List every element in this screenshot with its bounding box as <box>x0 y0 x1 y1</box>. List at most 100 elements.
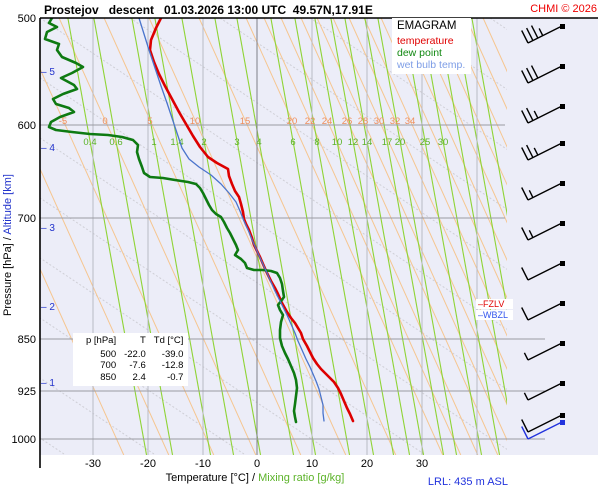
wind-barb-full-tick <box>521 426 529 440</box>
wind-barb-half-tick <box>523 352 529 361</box>
wind-barb-dot <box>560 301 565 306</box>
wind-barb-dot <box>560 104 565 109</box>
mixing-ratio-label: 12 <box>348 137 359 148</box>
wind-barb-staff <box>527 105 563 124</box>
dry-adiabat-label: 30 <box>374 116 385 127</box>
wind-barb <box>521 64 565 84</box>
table-row: 700 -7.6 -12.8 <box>78 360 183 372</box>
wind-barb-full-tick <box>525 107 534 121</box>
mixing-ratio-label: 25 <box>420 137 431 148</box>
dry-adiabat-line <box>58 18 257 455</box>
altitude-tick-label: – 3 <box>41 223 55 234</box>
mixing-ratio-line <box>364 18 445 455</box>
wind-barb-dot <box>560 64 565 69</box>
mixing-ratio-label: 20 <box>395 137 406 148</box>
x-tick-label: 10 <box>306 458 318 470</box>
dry-adiabat-label: 34 <box>405 116 416 127</box>
x-tick-label: -10 <box>195 458 211 470</box>
mixing-ratio-line <box>236 18 317 455</box>
wind-barb-dot <box>560 413 565 418</box>
mixing-ratio-line <box>454 18 507 311</box>
wind-barb-full-tick <box>521 147 529 161</box>
wind-barbs <box>521 24 565 440</box>
wind-barb-dot <box>560 221 565 226</box>
mixing-ratio-line <box>344 18 425 455</box>
wind-barb-full-tick <box>525 67 534 81</box>
dry-adiabat-line <box>263 18 462 455</box>
curve-wet-bulb-temperature <box>138 18 325 422</box>
page-title: Prostejov descent 01.03.2026 13:00 UTC 4… <box>44 3 373 17</box>
pressure-tick-label: 1000 <box>12 434 36 446</box>
wind-barb-staff <box>527 65 563 84</box>
wind-barb-staff <box>527 222 563 241</box>
wind-barb <box>521 104 565 124</box>
pressure-tick-label: 925 <box>18 386 36 398</box>
wind-barb <box>521 420 565 440</box>
mixing-ratio-label: 17 <box>382 137 393 148</box>
dry-adiabat-line <box>348 18 507 371</box>
table-cell: -22.0 <box>124 348 146 360</box>
wind-barb <box>521 301 565 321</box>
wind-barb-staff <box>527 182 563 201</box>
x-tick-label: -30 <box>85 458 101 470</box>
table-cell: 850 <box>100 371 117 383</box>
mixing-ratio-label: 4 <box>256 137 261 148</box>
legend-item-dewpoint: dew point <box>397 47 442 59</box>
legend-title: EMAGRAM <box>397 20 457 32</box>
wind-barb-dot <box>560 141 565 146</box>
mixing-ratio-line <box>270 18 351 455</box>
level-marker-label: –FZLV <box>478 299 504 309</box>
dry-adiabat-line <box>198 18 397 455</box>
wind-barb-half-tick <box>528 190 534 198</box>
wind-barb-full-tick <box>521 307 529 321</box>
dry-adiabat-label: 28 <box>358 116 369 127</box>
dry-adiabat-line <box>103 18 302 455</box>
dry-adiabat-label: -5 <box>59 116 67 127</box>
table-cell: 500 <box>100 348 117 360</box>
wind-barb-staff <box>527 421 563 440</box>
mixing-ratio-label: 8 <box>314 137 319 148</box>
altitude-tick-label: – 5 <box>41 67 55 78</box>
curve-dew-point <box>43 18 299 424</box>
wind-barb-dot <box>560 261 565 266</box>
sounding-table: p [hPa] T Td [°C] 500 -22.0 -39.0 700 -7.6 -12.8… <box>73 333 189 386</box>
wind-barb-dot <box>560 181 565 186</box>
sounding-curves <box>43 18 355 424</box>
wind-barb-staff <box>527 414 563 433</box>
x-tick-label: 20 <box>361 458 373 470</box>
mixing-ratio-label: 10 <box>332 137 343 148</box>
wind-barb-dot <box>560 381 565 386</box>
wind-barb-staff <box>527 342 563 361</box>
wind-barb-full-tick <box>521 419 529 433</box>
table-cell: 2.4 <box>132 371 146 383</box>
altitude-tick-label: – 4 <box>41 143 55 154</box>
dry-adiabat-line <box>363 18 507 337</box>
table-header: T <box>139 335 146 346</box>
pressure-tick-label: 500 <box>18 13 36 25</box>
mixing-ratio-label: 14 <box>362 137 373 148</box>
dry-adiabat-label: 10 <box>190 116 201 127</box>
mixing-ratio-line <box>330 18 411 455</box>
wind-barb-half-tick <box>523 392 529 401</box>
level-marker-label: –WBZL <box>478 310 508 320</box>
dry-adiabat-line <box>148 18 347 455</box>
y-axis-label-pressure: Pressure [hPa] <box>2 243 14 316</box>
dry-adiabat-line <box>431 18 507 186</box>
altitude-tick-label: – 1 <box>41 378 55 389</box>
mixing-ratio-line <box>377 18 458 455</box>
level-marker-chip <box>476 310 513 320</box>
mixing-ratio-line <box>131 18 212 455</box>
mixing-ratio-label: 0.4 <box>83 137 96 148</box>
table-cell: 700 <box>100 360 117 371</box>
x-axis-label-temperature: Temperature [°C] <box>165 472 249 484</box>
wind-barb-full-tick <box>521 30 529 44</box>
table-cell: -7.6 <box>129 360 146 371</box>
wind-barb-full-tick <box>525 27 534 41</box>
dry-adiabat-line <box>280 18 479 455</box>
wind-barb-staff <box>527 142 563 161</box>
x-tick-label: 0 <box>254 458 260 470</box>
wind-barb <box>523 381 565 401</box>
wind-barb-full-tick <box>530 65 539 79</box>
saturated-adiabat-line <box>40 257 336 455</box>
